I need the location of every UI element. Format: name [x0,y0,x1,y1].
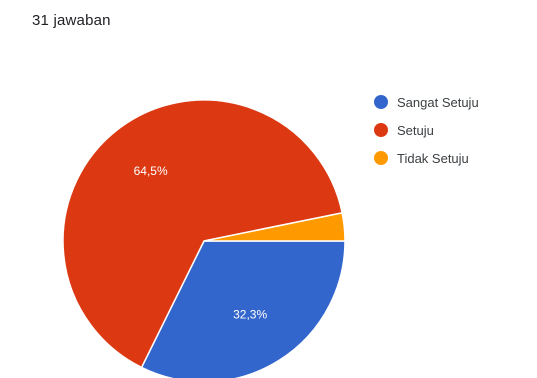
legend-label: Setuju [397,122,434,138]
legend-swatch-icon [374,123,388,137]
legend-item-tidak-setuju[interactable]: Tidak Setuju [374,149,479,167]
legend-item-setuju[interactable]: Setuju [374,121,479,139]
pie-slice-tidak-setuju [203,211,346,242]
legend-swatch-icon [374,95,388,109]
pie-slice-setuju [62,99,344,369]
legend-swatch-icon [374,151,388,165]
legend-item-sangat-setuju[interactable]: Sangat Setuju [374,93,479,111]
pie-slice-sangat-setuju [140,240,346,378]
chart-legend: Sangat Setuju Setuju Tidak Setuju [374,93,479,167]
legend-label: Tidak Setuju [397,150,469,166]
response-count: 31 jawaban [32,12,111,29]
slice-label-sangat-setuju: 32,3% [233,307,267,321]
slice-label-setuju: 64,5% [134,164,168,178]
legend-label: Sangat Setuju [397,94,479,110]
